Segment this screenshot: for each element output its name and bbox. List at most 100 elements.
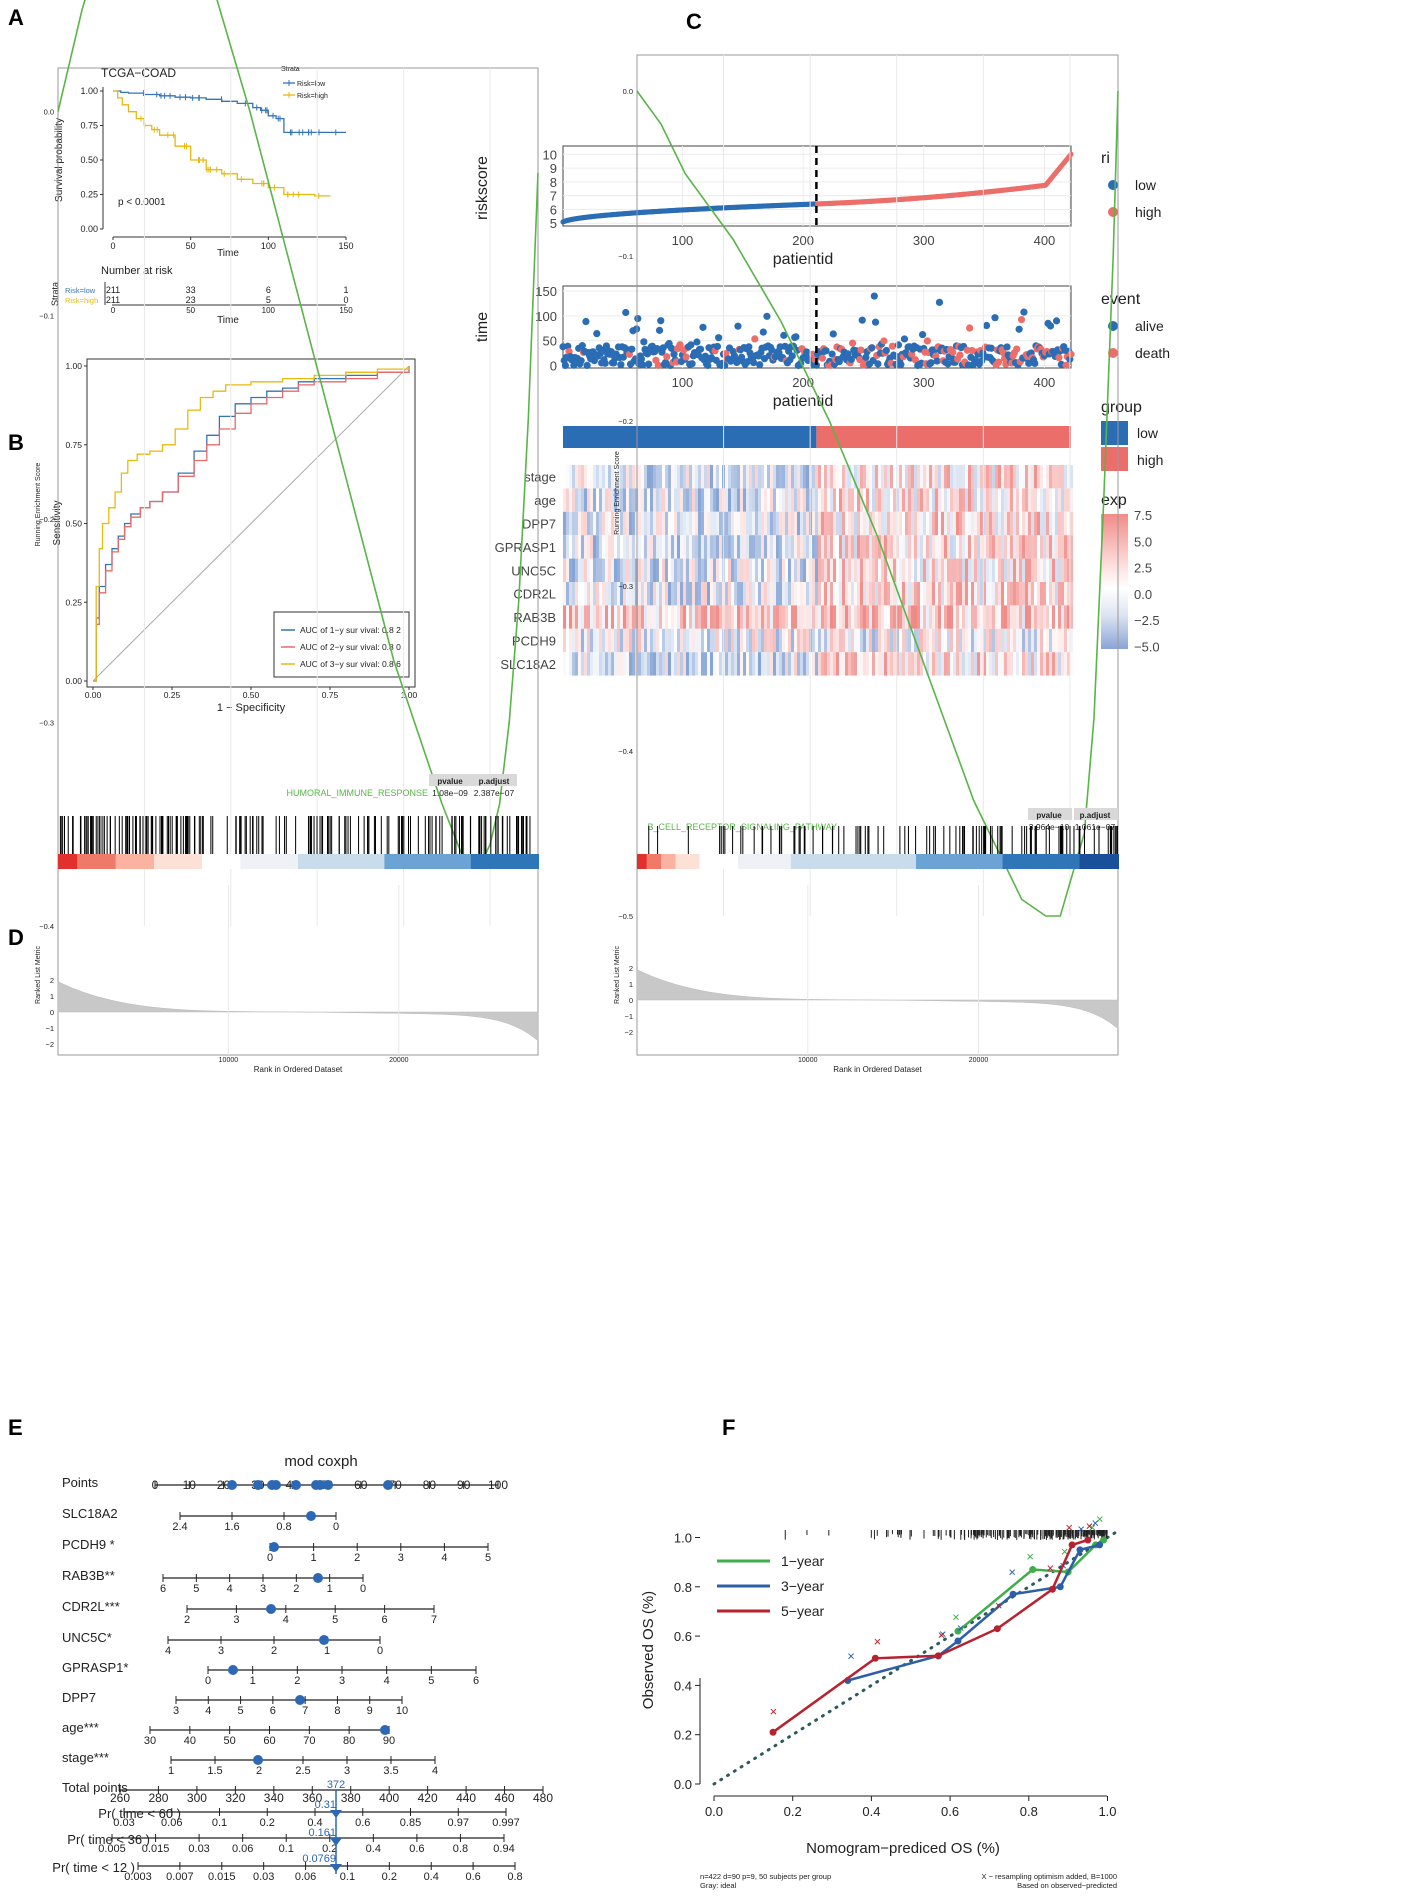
y-axis-label: riskscore	[474, 156, 491, 220]
heatmap-cell	[776, 582, 780, 606]
heatmap-cell	[1019, 535, 1023, 559]
heatmap-cell	[1043, 535, 1047, 559]
heatmap-cell	[677, 582, 681, 606]
heatmap-cell	[692, 558, 696, 582]
risk-value: 23	[186, 295, 196, 305]
heatmap-cell	[761, 558, 765, 582]
nomogram-tick-label: 4	[227, 1583, 233, 1595]
heatmap-cell	[1028, 652, 1032, 676]
roc-curve	[93, 366, 410, 682]
nomogram-tick-label: 70	[303, 1735, 315, 1747]
heatmap-cell	[866, 652, 870, 676]
heatmap-cell	[839, 558, 843, 582]
heatmap-cell	[743, 628, 747, 653]
heatmap-cell	[833, 652, 837, 676]
heatmap-cell	[860, 628, 864, 653]
heatmap-cell	[863, 511, 867, 536]
heatmap-cell	[986, 465, 990, 489]
time-point	[628, 345, 636, 353]
heatmap-cell	[1061, 605, 1065, 629]
heatmap-cell	[617, 582, 621, 606]
nomogram-tick-label: 90	[383, 1735, 395, 1747]
heatmap-cell	[770, 535, 774, 559]
legend-box	[273, 611, 410, 678]
heatmap-cell	[836, 582, 840, 606]
time-point	[688, 360, 696, 368]
heatmap-cell	[1061, 511, 1065, 536]
heatmap-cell	[575, 582, 579, 606]
heatmap-cell	[953, 465, 957, 489]
heatmap-cell	[818, 628, 822, 653]
heatmap-cell	[932, 558, 936, 582]
time-point	[888, 342, 897, 350]
heatmap-cell	[998, 488, 1002, 512]
heatmap-cell	[860, 582, 864, 606]
heatmap-cell	[734, 558, 738, 582]
rank-color-segment	[470, 854, 539, 869]
heatmap-cell	[1055, 558, 1059, 582]
heatmap-cell	[668, 558, 672, 582]
legend-label: alive	[1135, 318, 1164, 334]
heatmap-cell	[923, 465, 927, 489]
rank-x-tick-label: 20000	[969, 1057, 989, 1064]
heatmap-cell	[794, 465, 798, 489]
heatmap-cell	[689, 535, 693, 559]
heatmap-cell	[923, 628, 927, 653]
time-point	[637, 355, 646, 363]
nomogram-tick-label: 9	[367, 1705, 373, 1717]
time-point	[756, 361, 764, 369]
heatmap-cell	[629, 582, 633, 606]
heatmap-cell	[1049, 628, 1053, 653]
heatmap-cell	[596, 582, 600, 606]
heatmap-cell	[983, 465, 987, 489]
heatmap-cell	[830, 488, 834, 512]
time-point	[862, 353, 870, 361]
heatmap-cell	[884, 535, 888, 559]
heatmap-cell	[674, 488, 678, 512]
probability-value: 0.0769	[302, 1853, 336, 1865]
heatmap-cell	[707, 605, 711, 629]
heatmap-cell	[632, 535, 636, 559]
heatmap-cell	[1007, 488, 1011, 512]
heatmap-cell	[650, 582, 654, 606]
heatmap-cell	[701, 511, 705, 536]
nomogram-tick-label: 6	[270, 1705, 276, 1717]
heatmap-cell	[845, 582, 849, 606]
heatmap-cell	[878, 582, 882, 606]
heatmap-cell	[1046, 465, 1050, 489]
heatmap-cell	[578, 628, 582, 653]
nomogram-point	[253, 1755, 263, 1765]
heatmap-cell	[1067, 652, 1071, 676]
nomogram-row-label: GPRASP1*	[62, 1660, 128, 1675]
legend-title: ri	[1101, 150, 1110, 167]
heatmap-cell	[929, 605, 933, 629]
nomogram-tick-label: 4	[432, 1765, 438, 1777]
heatmap-cell	[1001, 652, 1005, 676]
heatmap-cell	[623, 605, 627, 629]
heatmap-cell	[716, 488, 720, 512]
heatmap-cell	[896, 652, 900, 676]
heatmap-cell	[623, 558, 627, 582]
heatmap-cell	[1025, 582, 1029, 606]
heatmap-cell	[1070, 535, 1074, 559]
heatmap-cell	[821, 465, 825, 489]
heatmap-cell	[566, 582, 570, 606]
heatmap-cell	[1019, 465, 1023, 489]
heatmap-cell	[857, 465, 861, 489]
heatmap-cell	[920, 465, 924, 489]
heatmap-cell	[704, 628, 708, 653]
heatmap-cell	[749, 605, 753, 629]
heatmap-cell	[641, 628, 645, 653]
heatmap-cell	[692, 465, 696, 489]
heatmap-cell	[893, 488, 897, 512]
nomogram-tick-label: 100	[488, 1478, 508, 1492]
heatmap-cell	[938, 488, 942, 512]
heatmap-cell	[989, 511, 993, 536]
nomogram-tick-label: 60	[354, 1478, 368, 1492]
heatmap-cell	[659, 652, 663, 676]
heatmap-cell	[572, 582, 576, 606]
heatmap-cell	[626, 582, 630, 606]
heatmap-cell	[1010, 652, 1014, 676]
heatmap-cell	[1037, 558, 1041, 582]
heatmap-cell	[620, 511, 624, 536]
